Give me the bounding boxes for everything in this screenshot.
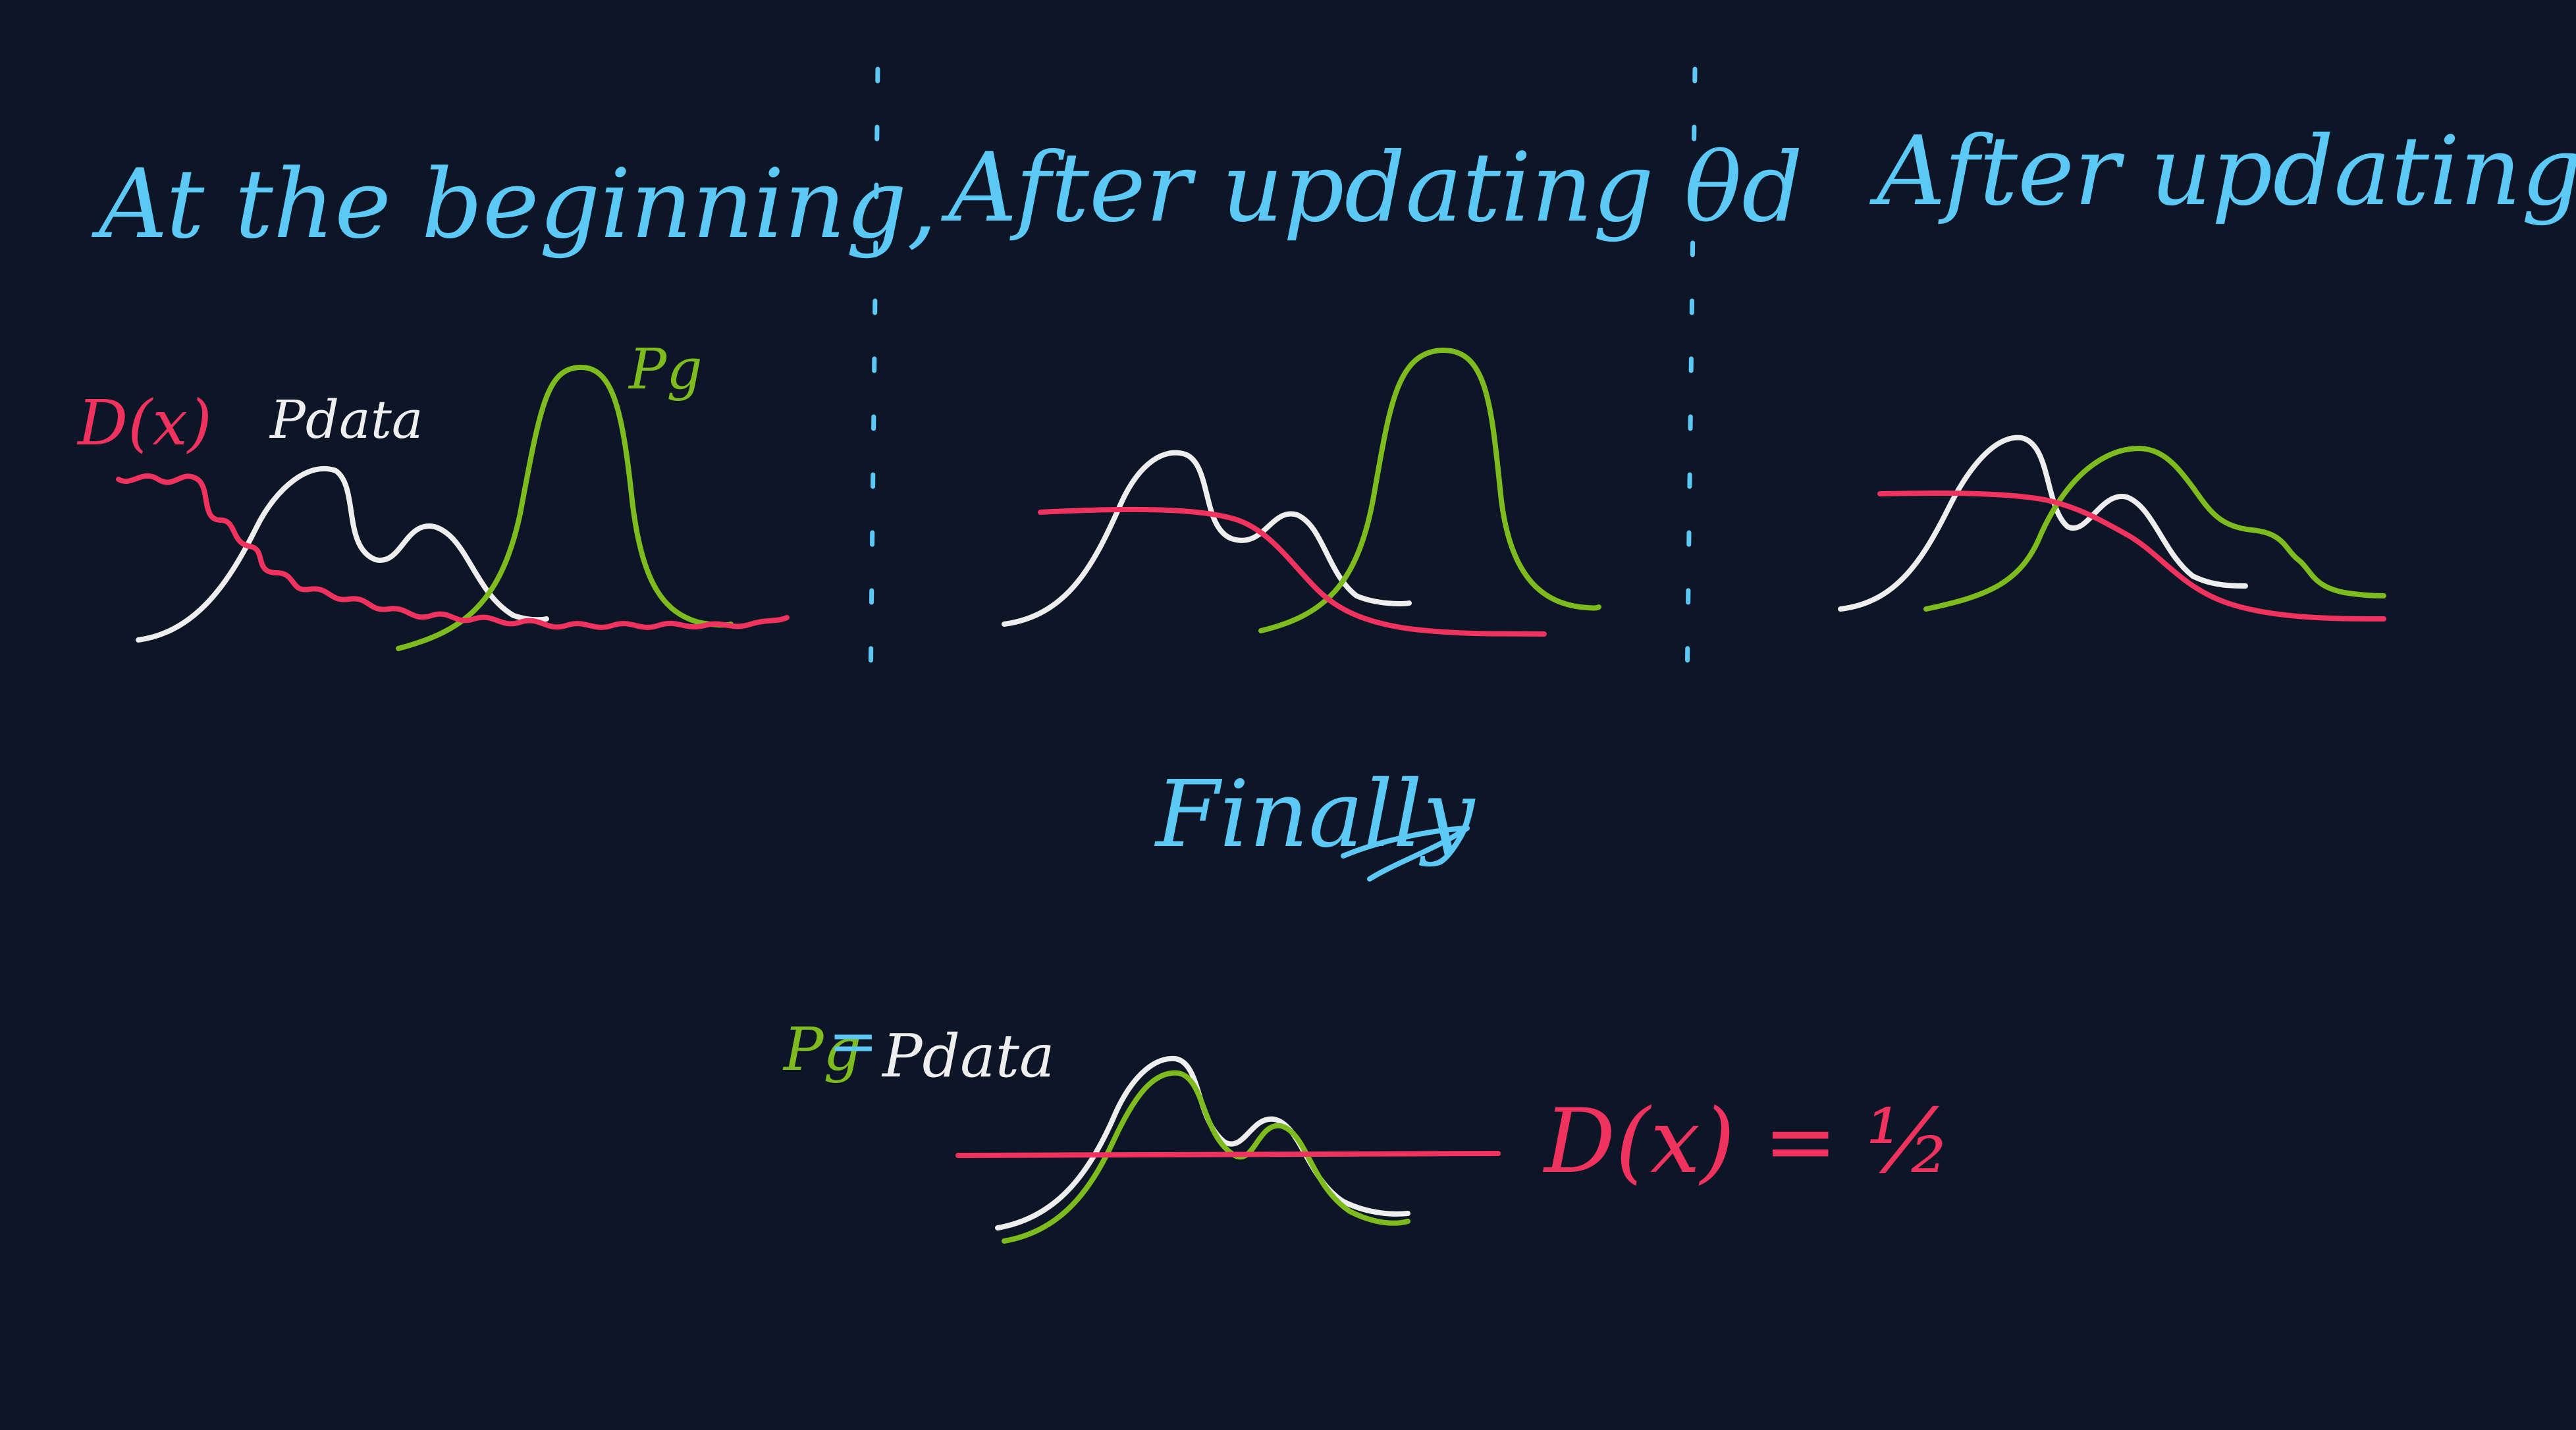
pdata-curve-2 [1002, 450, 1412, 627]
heading-panel-2: After updating θd [940, 132, 1803, 244]
label-d-equation-final: D(x) = ½ [1542, 1090, 1952, 1193]
d-line-final [955, 1151, 1501, 1158]
heading-panel-3: After updating θg [1869, 116, 2576, 227]
d-curve-2 [1038, 506, 1547, 637]
label-pg-final: Pg [782, 1015, 861, 1084]
pdata-curve-3 [1838, 435, 2248, 612]
pg-curve-final [1002, 1070, 1410, 1244]
pdata-curve-final [995, 1055, 1410, 1231]
pg-curve-1 [396, 364, 734, 651]
pdata-curve-1 [136, 465, 549, 643]
pg-curve-2 [1258, 347, 1601, 633]
label-equals-final: = [828, 1007, 878, 1076]
label-pg: Pg [628, 337, 703, 402]
finally-underline-swash [1341, 826, 1470, 882]
d-curve-3 [1877, 490, 2386, 622]
label-pdata-final: Pdata [881, 1022, 1055, 1091]
heading-panel-1: At the beginning, [91, 149, 937, 260]
pg-curve-3 [1923, 446, 2386, 612]
label-d-x: D(x) [76, 387, 212, 460]
d-curve-1 [116, 473, 790, 630]
label-pdata: Pdata [269, 389, 423, 450]
